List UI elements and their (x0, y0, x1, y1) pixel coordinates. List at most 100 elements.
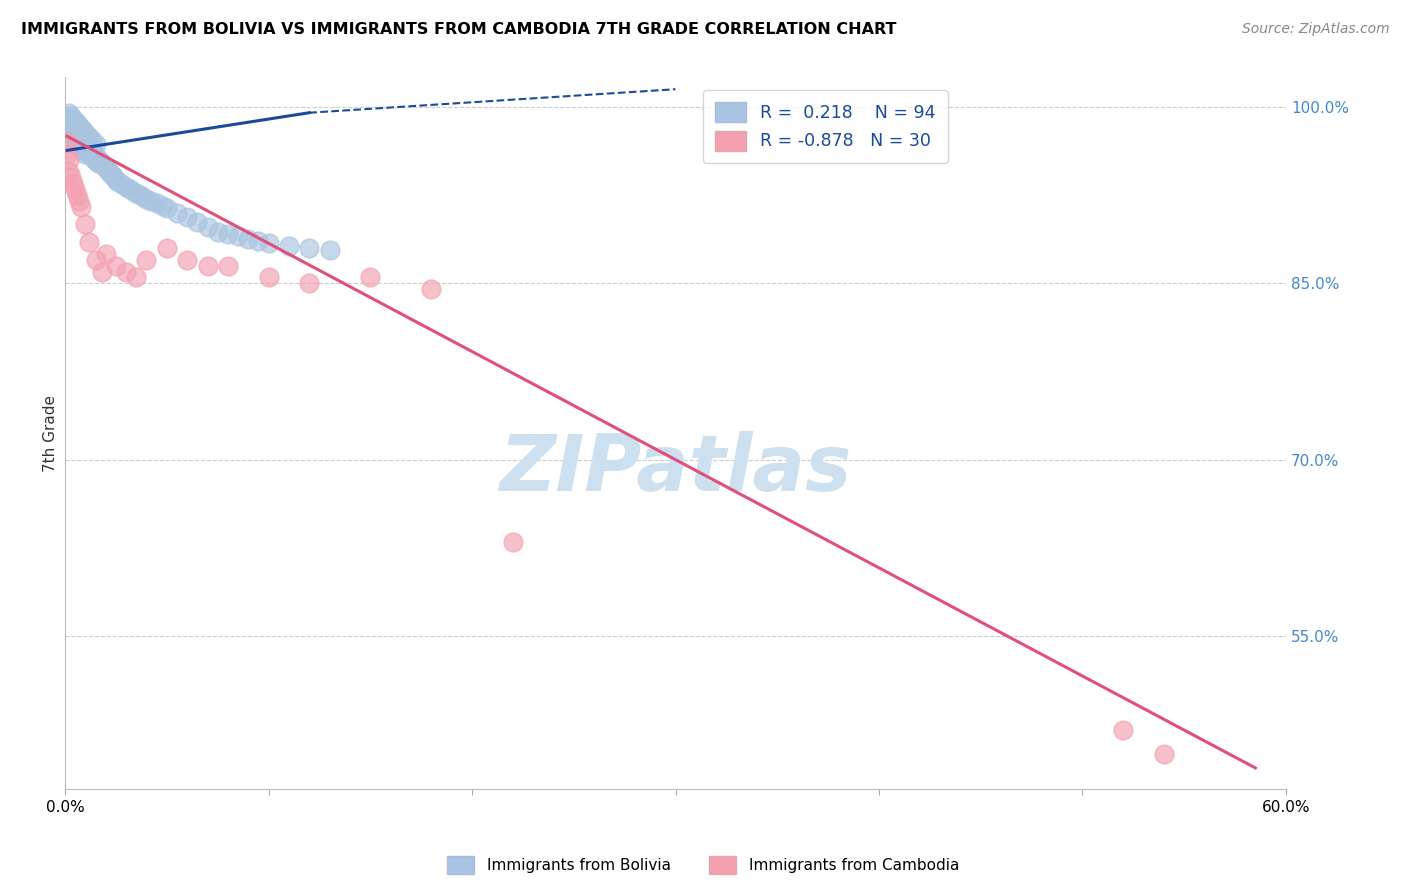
Point (79, 235, 101, 249)
Legend: Immigrants from Bolivia, Immigrants from Cambodia: Immigrants from Bolivia, Immigrants from… (441, 850, 965, 880)
Point (135, 252, 157, 267)
Point (502, 535, 524, 549)
Point (359, 270, 381, 285)
Point (93, 159, 115, 173)
Point (70, 142, 93, 156)
Point (66, 133, 89, 147)
Point (115, 264, 138, 278)
Point (65, 123, 87, 137)
Point (58, 105, 80, 120)
Point (72, 135, 94, 149)
Point (1112, 723, 1135, 738)
Point (58, 126, 80, 140)
Point (79, 130, 101, 145)
Point (125, 270, 148, 285)
Point (156, 241, 179, 255)
Point (217, 259, 239, 273)
Point (84, 153, 107, 168)
Point (66, 136, 89, 151)
Point (60, 170, 83, 185)
Point (86, 152, 108, 166)
Point (65, 182, 87, 196)
Point (135, 192, 157, 206)
Point (70, 133, 93, 147)
Point (257, 270, 280, 285)
Point (80, 149, 103, 163)
Point (186, 215, 208, 229)
Point (76, 145, 98, 159)
Point (60, 128, 83, 142)
Point (90, 156, 112, 170)
Point (97, 163, 120, 178)
Point (58, 120, 80, 134)
Point (298, 241, 321, 255)
Point (75, 126, 97, 140)
Point (277, 238, 299, 252)
Point (60, 123, 83, 137)
Point (197, 219, 219, 234)
Point (176, 252, 198, 267)
Point (94, 247, 117, 261)
Point (62, 121, 84, 136)
Point (58, 129, 80, 144)
Point (103, 170, 125, 185)
Point (84, 137, 107, 152)
Point (98, 166, 121, 180)
Point (62, 112, 84, 126)
Point (104, 259, 127, 273)
Point (139, 194, 162, 208)
Point (70, 200, 93, 214)
Point (107, 175, 129, 189)
Point (115, 179, 138, 194)
Text: IMMIGRANTS FROM BOLIVIA VS IMMIGRANTS FROM CAMBODIA 7TH GRADE CORRELATION CHART: IMMIGRANTS FROM BOLIVIA VS IMMIGRANTS FR… (21, 22, 897, 37)
Point (257, 236, 280, 251)
Point (238, 231, 260, 245)
Point (60, 109, 83, 123)
Point (197, 259, 219, 273)
Point (67, 130, 90, 145)
Point (127, 186, 149, 201)
Point (83, 147, 105, 161)
Point (86, 156, 108, 170)
Point (62, 130, 84, 145)
Point (60, 135, 83, 149)
Point (145, 196, 167, 211)
Point (420, 282, 443, 296)
Point (75, 218, 97, 232)
Point (66, 128, 89, 142)
Point (75, 147, 97, 161)
Point (101, 168, 124, 182)
Point (83, 152, 105, 166)
Point (176, 211, 198, 225)
Y-axis label: 7th Grade: 7th Grade (44, 395, 58, 472)
Point (1153, 747, 1175, 761)
Point (56, 147, 79, 161)
Point (58, 114, 80, 128)
Legend: R =  0.218    N = 94, R = -0.878   N = 30: R = 0.218 N = 94, R = -0.878 N = 30 (703, 90, 948, 162)
Point (72, 123, 94, 137)
Point (66, 188, 89, 202)
Text: Source: ZipAtlas.com: Source: ZipAtlas.com (1241, 22, 1389, 37)
Point (84, 252, 107, 267)
Point (58, 164, 80, 178)
Point (80, 145, 103, 159)
Point (207, 225, 229, 239)
Point (120, 182, 142, 196)
Point (217, 227, 239, 241)
Point (65, 137, 87, 152)
Point (65, 134, 87, 148)
Point (56, 135, 79, 149)
Point (131, 189, 153, 203)
Point (156, 201, 179, 215)
Point (65, 129, 87, 144)
Point (56, 123, 79, 137)
Point (67, 194, 90, 208)
Point (79, 142, 101, 156)
Point (298, 277, 321, 291)
Point (89, 153, 111, 168)
Point (318, 244, 340, 258)
Point (226, 229, 249, 244)
Point (122, 185, 145, 199)
Point (62, 135, 84, 149)
Point (58, 153, 80, 167)
